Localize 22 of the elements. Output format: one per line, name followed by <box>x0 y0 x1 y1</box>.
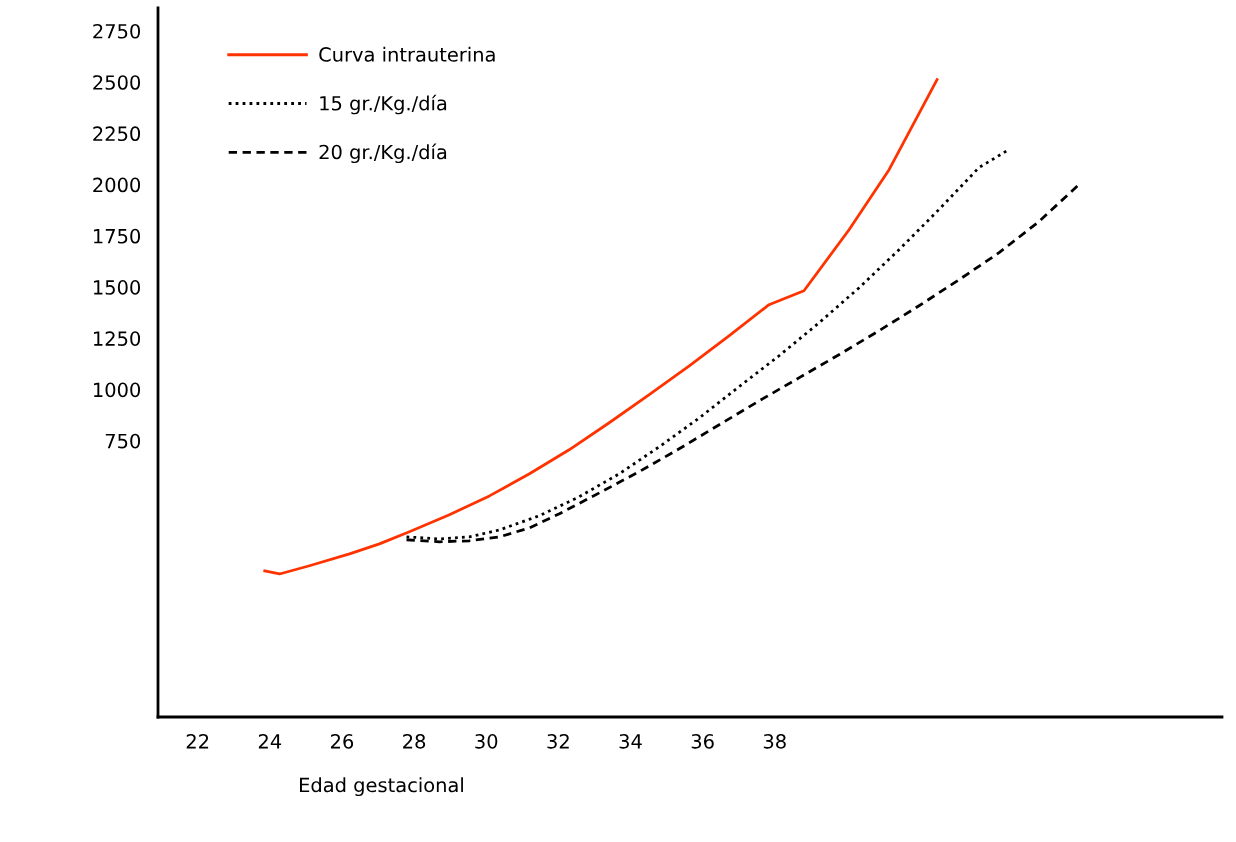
x-axis-title: Edad gestacional <box>300 777 463 797</box>
y-tick-label: 2000 <box>93 177 141 193</box>
x-tick-label: 28 <box>403 734 426 749</box>
y-tick-label: 1500 <box>93 280 141 295</box>
y-tick-label: 2500 <box>93 75 141 90</box>
x-tick-label: 30 <box>475 734 498 749</box>
x-tick-label: 26 <box>331 734 354 749</box>
y-tick-label: 1250 <box>93 331 141 346</box>
x-tick-label: 22 <box>186 734 209 749</box>
x-tick-label: 34 <box>619 734 642 749</box>
y-tick-label: 2250 <box>93 126 141 142</box>
y-tick-label: 750 <box>105 433 141 449</box>
legend-label: Curva intrauterina <box>319 46 495 62</box>
x-tick-label: 38 <box>763 734 786 749</box>
x-tick-label: 24 <box>258 734 282 749</box>
y-tick-label: 2750 <box>93 23 141 39</box>
legend-label: 15 gr./Kg./día <box>320 94 447 115</box>
y-tick-label: 1750 <box>93 228 141 244</box>
x-tick-label: 32 <box>547 734 569 749</box>
x-tick-label: 36 <box>691 734 714 749</box>
legend-label: 20 gr./Kg./día <box>319 143 447 164</box>
y-tick-label: 1000 <box>93 382 141 398</box>
